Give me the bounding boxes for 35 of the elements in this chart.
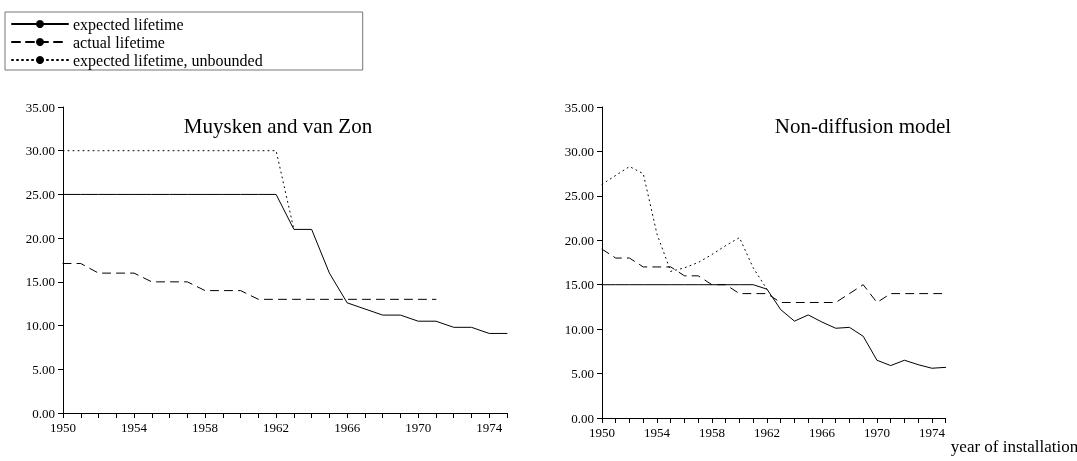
chart-title: Muysken and van Zon [183,113,373,138]
chart-title: Non-diffusion model [774,113,952,138]
x-tick-label: 1954 [121,420,148,435]
x-tick-label: 1950 [50,420,76,435]
x-tick-label: 1950 [589,425,615,440]
y-tick-label: 0.00 [571,410,594,426]
y-tick-label: 25.00 [564,188,594,204]
x-tick-label: 1974 [476,420,503,435]
x-tick-label: 1962 [263,420,290,435]
y-tick-label: 15.00 [564,277,594,293]
y-tick-label: 35.00 [564,99,594,115]
x-tick-label: 1966 [808,425,836,440]
y-tick-label: 15.00 [25,274,55,290]
x-tick-label: 1970 [863,425,890,440]
x-tick-label: 1958 [192,420,219,435]
y-tick-label: 30.00 [564,143,594,159]
legend-label: expected lifetime [73,15,184,34]
x-tick-label: 1974 [918,425,946,440]
y-tick-label: 10.00 [25,318,55,334]
y-tick-label: 0.00 [32,405,55,421]
y-tick-label: 5.00 [32,361,55,377]
x-tick-label: 1958 [698,425,725,440]
x-tick-label: 1970 [405,420,432,435]
legend-label: expected lifetime, unbounded [73,51,263,70]
y-tick-label: 35.00 [25,99,55,115]
y-tick-label: 30.00 [25,143,55,159]
x-tick-label: 1962 [753,425,780,440]
y-tick-label: 20.00 [25,230,55,246]
legend-label: actual lifetime [73,33,165,51]
y-tick-label: 25.00 [25,186,55,202]
x-tick-label: 1954 [643,425,671,440]
y-tick-label: 5.00 [571,366,594,382]
x-tick-label: 1966 [334,420,361,435]
y-tick-label: 20.00 [564,232,594,248]
y-tick-label: 10.00 [564,321,594,337]
